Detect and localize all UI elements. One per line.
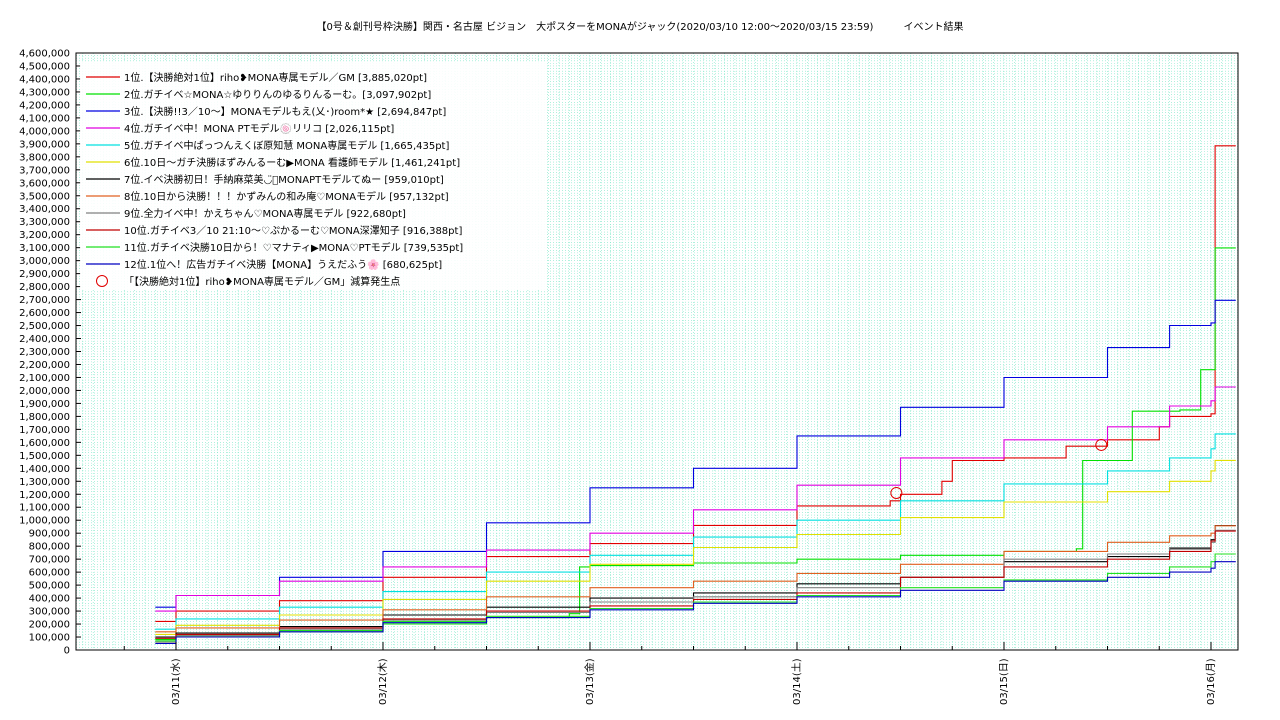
axis-layer: 0 100,000 200,000 300,000 400,000 500,000 600,… (19, 49, 1217, 706)
y-tick-label: 3,100,000 (19, 243, 70, 254)
y-tick-label: 400,000 (29, 594, 70, 605)
reduction-marker (890, 486, 903, 499)
y-tick-label: 4,300,000 (19, 87, 70, 98)
legend-label-8: 8位.10日から決勝！！！かずみんの和み庵♡MONAモデル [957,132pt… (124, 190, 449, 203)
legend-label-9: 9位.全力イベ中！かえちゃん♡MONA専属モデル [922,680pt] (124, 207, 406, 220)
y-tick-label: 4,500,000 (19, 61, 70, 72)
y-tick-label: 3,300,000 (19, 217, 70, 228)
y-tick-label: 2,700,000 (19, 295, 70, 306)
y-tick-label: 2,900,000 (19, 269, 70, 280)
y-tick-label: 2,400,000 (19, 334, 70, 345)
y-tick-label: 800,000 (29, 542, 70, 553)
chart-title: 【0号＆創刊号枠決勝】関西・名古屋 ビジョン 大ポスターをMONAがジャック(2… (316, 22, 964, 33)
y-tick-label: 2,000,000 (19, 386, 70, 397)
series-line-3 (155, 299, 1236, 608)
y-tick-label: 4,000,000 (19, 126, 70, 137)
y-tick-label: 3,700,000 (19, 165, 70, 176)
y-tick-label: 1,800,000 (19, 412, 70, 423)
series-line-12 (155, 561, 1236, 645)
y-tick-label: 3,000,000 (19, 256, 70, 267)
y-tick-label: 2,100,000 (19, 373, 70, 384)
y-tick-label: 2,600,000 (19, 308, 70, 319)
y-tick-label: 3,200,000 (19, 230, 70, 241)
reduction-marker (1095, 438, 1108, 451)
y-tick-label: 900,000 (29, 529, 70, 540)
y-tick-label: 4,100,000 (19, 113, 70, 124)
y-tick-label: 2,300,000 (19, 347, 70, 358)
x-tick-label: 03/13(金) (583, 658, 596, 705)
y-tick-label: 3,800,000 (19, 152, 70, 163)
y-tick-label: 4,200,000 (19, 100, 70, 111)
series-layer (155, 145, 1236, 645)
y-tick-label: 1,500,000 (19, 451, 70, 462)
y-tick-label: 2,500,000 (19, 321, 70, 332)
y-tick-label: 300,000 (29, 607, 70, 618)
y-tick-label: 1,600,000 (19, 438, 70, 449)
x-tick-label: 03/15(日) (999, 658, 1010, 705)
y-tick-label: 3,400,000 (19, 204, 70, 215)
y-tick-label: 700,000 (29, 555, 70, 566)
y-tick-label: 500,000 (29, 581, 70, 592)
y-tick-label: 3,500,000 (19, 191, 70, 202)
legend-marker-swatch (96, 275, 108, 287)
x-tick-label: 03/14(土) (790, 658, 803, 705)
x-tick-label: 03/16(月) (1205, 658, 1217, 705)
series-line-6 (155, 459, 1236, 635)
marker-layer (890, 438, 1108, 499)
legend-label-7: 7位.イベ決勝初日！手納麻菜美◡̈⃝MONAPTモデルてぬー [959,010p… (124, 173, 444, 186)
x-tick-label: 03/11(水) (170, 658, 182, 705)
y-tick-label: 2,200,000 (19, 360, 70, 371)
series-line-5 (155, 433, 1236, 630)
legend-label-10: 10位.ガチイベ3／10 21:10〜♡ぷかるーむ♡MONA深澤知子 [916,… (124, 224, 462, 237)
legend-label-4: 4位.ガチイベ中！MONA PTモデル🍥リリコ [2,026,115pt] (124, 122, 394, 135)
legend-label-5: 5位.ガチイベ中ぱっつんえくぼ原知慧 MONA専属モデル [1,665,435p… (124, 139, 449, 152)
y-tick-label: 1,300,000 (19, 477, 70, 488)
y-tick-label: 0 (64, 646, 70, 657)
series-line-4 (155, 386, 1236, 612)
y-tick-label: 100,000 (29, 633, 70, 644)
y-tick-label: 3,900,000 (19, 139, 70, 150)
y-tick-label: 200,000 (29, 620, 70, 631)
x-tick-label: 03/12(木) (377, 658, 389, 705)
y-tick-label: 1,900,000 (19, 399, 70, 410)
series-line-2 (155, 247, 1236, 641)
y-tick-label: 600,000 (29, 568, 70, 579)
legend-label-1: 1位.【決勝絶対1位】riho❥MONA専属モデル／GM [3,885,020p… (124, 71, 427, 84)
y-tick-label: 1,000,000 (19, 516, 70, 527)
legend-background (80, 62, 545, 290)
series-line-9 (155, 529, 1236, 643)
legend-label-12: 12位.1位へ！広告ガチイベ決勝【MONA】うえだふう🌸 [680,625pt] (124, 258, 442, 271)
legend-label-2: 2位.ガチイベ☆MONA☆ゆりりんのゆるりんるーむ。[3,097,902pt] (124, 88, 431, 101)
y-tick-label: 1,200,000 (19, 490, 70, 501)
legend-marker-label: 「【決勝絶対1位】riho❥MONA専属モデル／GM」減算発生点 (124, 275, 400, 288)
y-tick-label: 3,600,000 (19, 178, 70, 189)
y-tick-label: 2,800,000 (19, 282, 70, 293)
y-tick-label: 4,400,000 (19, 74, 70, 85)
y-tick-label: 4,600,000 (19, 49, 70, 60)
y-tick-label: 1,400,000 (19, 464, 70, 475)
legend-label-3: 3位.【決勝!!3／10〜】MONAモデルもえ(乂･)room*★ [2,694… (124, 105, 446, 118)
y-tick-label: 1,700,000 (19, 425, 70, 436)
y-tick-label: 1,100,000 (19, 503, 70, 514)
legend-label-11: 11位.ガチイベ決勝10日から！♡マナティ▶MONA♡PTモデル [739,53… (124, 241, 463, 254)
legend: 1位.【決勝絶対1位】riho❥MONA専属モデル／GM [3,885,020p… (80, 62, 545, 290)
series-line-8 (155, 525, 1236, 633)
legend-label-6: 6位.10日〜ガチ決勝ほずみんるーむ▶MONA 看護師モデル [1,461,24… (124, 156, 460, 169)
